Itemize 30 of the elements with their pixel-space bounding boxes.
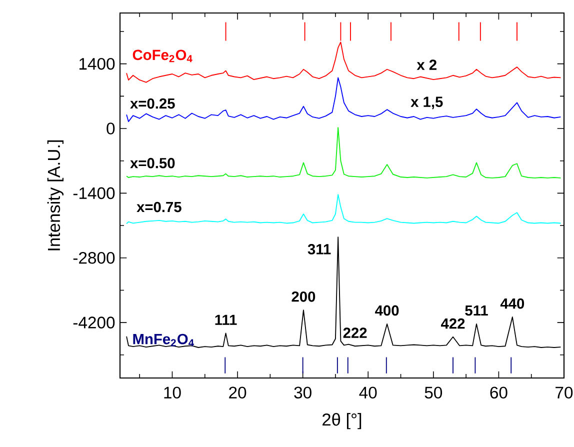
y-axis-title: Intensity [A.U.] — [47, 140, 64, 250]
annotation: x=0.75 — [136, 202, 182, 212]
y-tick-label: 0 — [106, 122, 115, 134]
annotation: 200 — [292, 291, 316, 302]
annotation: x=0.50 — [130, 158, 175, 168]
y-tick-label: -4200 — [73, 316, 115, 328]
annotation: 111 — [215, 314, 237, 325]
x-tick-label: 10 — [164, 386, 181, 399]
annotation: 222 — [343, 328, 367, 338]
annotation: x=0.25 — [130, 98, 175, 109]
y-tick-label: -2800 — [73, 252, 115, 264]
x-tick-label: 70 — [556, 386, 573, 399]
x-tick-label: 60 — [490, 386, 508, 399]
line-series — [126, 194, 562, 224]
annotation: 440 — [500, 298, 524, 309]
annotation: 400 — [375, 305, 399, 316]
annotation: 511 — [465, 305, 488, 316]
series-label: CoFe$_{2}$O$_{4}$ — [132, 50, 192, 62]
y-tick-label: -1400 — [73, 187, 115, 200]
x-tick-label: 20 — [229, 386, 246, 399]
annotation: x 1,5 — [410, 96, 443, 110]
annotation: x 2 — [416, 60, 436, 70]
annotation: 311 — [308, 244, 331, 254]
x-tick-label: 40 — [359, 386, 377, 399]
x-tick-label: 50 — [424, 386, 442, 399]
text: MnFe$_{2}$O$_{4}$ — [133, 334, 194, 346]
x-axis-title: 2θ [°] — [322, 412, 362, 430]
x-tick-label: 30 — [294, 386, 312, 399]
y-tick-label: 1400 — [79, 58, 115, 70]
annotation: 422 — [440, 318, 465, 329]
